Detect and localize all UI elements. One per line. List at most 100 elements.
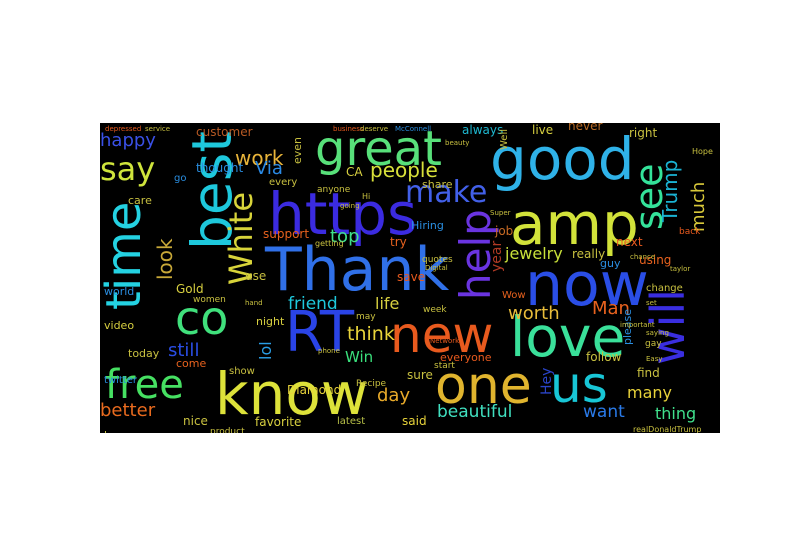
word: Easy: [646, 355, 663, 363]
word: Wow: [502, 290, 526, 301]
word: hand: [245, 299, 263, 307]
word: Well: [499, 128, 510, 150]
word: life: [375, 294, 400, 313]
word: save: [397, 270, 426, 284]
word: https: [268, 180, 418, 248]
word: Gold: [176, 282, 204, 296]
word: friend: [288, 294, 338, 314]
word: go: [174, 173, 187, 184]
word: quotes: [422, 255, 453, 265]
word: thought: [196, 161, 244, 175]
word: anyone: [317, 185, 351, 195]
word: Hey: [539, 367, 555, 395]
word: everyone: [440, 351, 492, 364]
word: amp: [510, 190, 639, 258]
word: one: [435, 356, 532, 416]
word: saying: [646, 329, 669, 337]
word: even: [291, 136, 304, 164]
word: come: [176, 357, 207, 370]
word: much: [688, 181, 709, 232]
word: Trump: [658, 159, 682, 222]
word: want: [583, 402, 625, 422]
word: may: [356, 312, 376, 322]
word: Win: [345, 348, 374, 366]
word: start: [434, 361, 455, 371]
word: chance: [630, 253, 656, 261]
word: better: [100, 400, 156, 421]
word: Recipe: [356, 379, 387, 389]
word: keep: [104, 430, 131, 433]
word: love: [510, 305, 626, 369]
word: set: [646, 299, 657, 307]
word: Digital: [425, 264, 448, 272]
word: happy: [100, 130, 156, 151]
word: Hiring: [411, 219, 444, 232]
word: really: [572, 247, 606, 261]
word: change: [646, 283, 683, 294]
word: guy: [600, 257, 621, 270]
word: getting: [315, 239, 344, 248]
word: RT: [285, 300, 355, 365]
word: favorite: [255, 415, 302, 429]
word: support: [263, 227, 310, 241]
word: phone: [318, 347, 340, 355]
word: Man: [592, 298, 630, 319]
word: show: [229, 366, 255, 377]
word-cloud: https Thank good amp now love one us kno…: [100, 123, 720, 433]
word: Diamond: [287, 383, 342, 397]
word: job: [495, 224, 514, 238]
word: Hope: [692, 147, 713, 156]
word: right: [629, 126, 658, 140]
word: world: [104, 285, 135, 298]
word: Via: [255, 158, 283, 179]
word: great: [315, 123, 442, 177]
word: depressed: [105, 125, 142, 133]
word: live: [532, 123, 554, 137]
word: new: [390, 306, 494, 364]
word: important: [620, 321, 655, 329]
word: try: [390, 235, 407, 249]
word: CA: [346, 165, 363, 179]
word: use: [245, 269, 267, 283]
word: deserve: [360, 125, 389, 133]
word: product: [210, 427, 245, 434]
word: people: [370, 158, 438, 182]
word: thing: [655, 404, 697, 423]
word: video: [104, 319, 135, 332]
word: twitter: [104, 375, 137, 386]
word: gay: [645, 339, 662, 349]
word: every: [269, 177, 298, 188]
word: top: [330, 226, 360, 247]
word: taylor: [670, 265, 691, 273]
word: now: [525, 250, 649, 320]
word: week: [423, 305, 447, 315]
word: jewelry: [505, 244, 563, 263]
word: find: [637, 366, 660, 380]
word: next: [616, 235, 643, 249]
word: back: [679, 227, 701, 237]
word: beauty: [445, 139, 470, 147]
word: know: [215, 360, 369, 428]
word: share: [422, 178, 453, 191]
word: always: [462, 123, 504, 137]
word: follow: [586, 350, 622, 364]
word: lol: [256, 341, 275, 360]
word: look: [153, 238, 177, 280]
word: still: [168, 340, 200, 361]
word: McConnell: [395, 125, 432, 133]
word: never: [568, 123, 603, 133]
word: many: [627, 383, 672, 402]
word: beautiful: [437, 402, 513, 422]
word: us: [550, 356, 608, 414]
word: worth: [508, 303, 560, 324]
word: Network: [430, 337, 460, 345]
word: care: [128, 194, 152, 207]
word: Super: [490, 209, 511, 217]
word: day: [377, 385, 411, 406]
word: Hi: [362, 192, 371, 201]
word: today: [128, 347, 160, 360]
word: free: [105, 362, 184, 408]
word: service: [145, 125, 171, 133]
word: sure: [407, 368, 433, 382]
word: business: [333, 125, 364, 133]
